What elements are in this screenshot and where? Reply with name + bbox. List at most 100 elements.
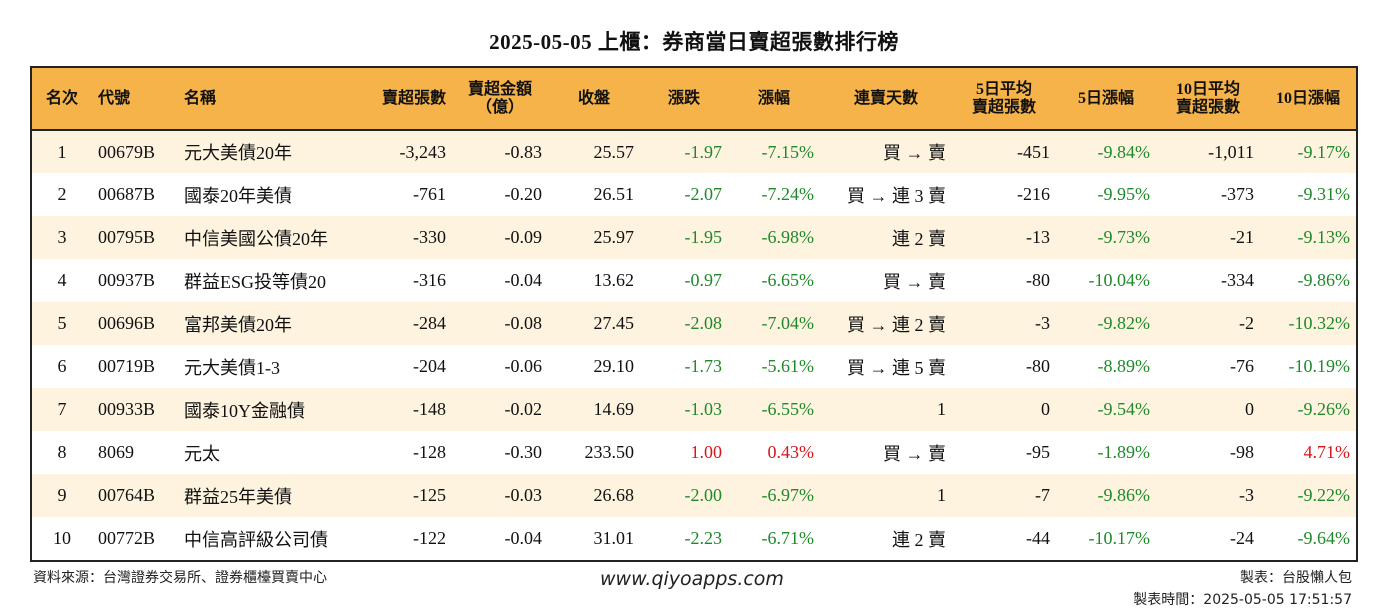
cell-code: 8069	[98, 442, 134, 462]
cell-chg10: -10.19%	[1288, 356, 1351, 376]
cell-change: -2.08	[684, 313, 723, 333]
cell-streak: 買 → 賣	[883, 143, 946, 163]
cell-change: -1.97	[684, 141, 723, 162]
cell-code: 00687B	[98, 184, 156, 204]
cell-avg10-sell: 0	[1245, 399, 1254, 419]
ranking-table-container: 名次 代號 名稱 賣超張數 賣超金額 （億） 收盤 漲跌 漲幅 連賣天數 5日平…	[30, 66, 1358, 562]
cell-avg10-sell: -3	[1239, 485, 1254, 505]
cell-avg5-sell: 0	[1041, 399, 1050, 419]
table-row: 10 00772B 中信高評級公司債 -122 -0.04 31.01 -2.23 -6.71…	[32, 517, 1356, 560]
cell-avg10-sell: -2	[1239, 313, 1254, 333]
cell-streak: 連 2 賣	[892, 228, 946, 249]
cell-code: 00679B	[98, 141, 156, 162]
cell-chg10: -9.13%	[1297, 227, 1351, 247]
cell-change-pct: 0.43%	[767, 442, 815, 462]
cell-rank: 9	[57, 485, 67, 505]
cell-sell-amount: -0.04	[504, 528, 543, 548]
cell-streak: 1	[937, 485, 946, 505]
cell-chg5: -9.54%	[1097, 399, 1151, 419]
cell-rank: 4	[57, 270, 67, 290]
cell-rank: 8	[57, 442, 67, 462]
header-streak: 連賣天數	[820, 68, 952, 131]
author-credit: 製表：台股懶人包	[1240, 570, 1352, 586]
cell-sell-lots: -148	[413, 399, 446, 419]
cell-name: 中信高評級公司債	[184, 529, 328, 550]
cell-chg10: -9.86%	[1297, 270, 1351, 290]
cell-chg10: 4.71%	[1303, 442, 1351, 462]
cell-change-pct: -7.24%	[761, 184, 815, 204]
cell-code: 00764B	[98, 485, 156, 505]
cell-close: 31.01	[593, 528, 635, 548]
table-row: 7 00933B 國泰10Y金融債 -148 -0.02 14.69 -1.03 -6.55%…	[32, 388, 1356, 431]
cell-sell-amount: -0.09	[504, 227, 543, 247]
cell-code: 00937B	[98, 270, 156, 290]
cell-close: 233.50	[584, 442, 635, 462]
cell-streak: 連 2 賣	[892, 529, 946, 550]
cell-chg5: -8.89%	[1097, 356, 1151, 376]
cell-rank: 2	[57, 184, 67, 204]
cell-sell-amount: -0.83	[504, 141, 543, 162]
table-body: 1 00679B 元大美債20年 -3,243 -0.83 25.57 -1.97 -7.15…	[32, 130, 1356, 560]
header-chg10: 10日漲幅	[1260, 68, 1356, 131]
header-rank: 名次	[32, 68, 92, 131]
header-change: 漲跌	[640, 68, 728, 131]
cell-chg10: -9.17%	[1297, 141, 1351, 162]
cell-streak: 1	[937, 399, 946, 419]
header-code: 代號	[92, 68, 178, 131]
cell-sell-lots: -122	[413, 528, 446, 548]
cell-sell-amount: -0.06	[504, 356, 543, 376]
cell-chg5: -9.73%	[1097, 227, 1151, 247]
cell-close: 26.68	[593, 485, 635, 505]
table-row: 2 00687B 國泰20年美債 -761 -0.20 26.51 -2.07 -7.24% 買…	[32, 173, 1356, 216]
table-row: 8 8069 元太 -128 -0.30 233.50 1.00 0.43% 買 → 賣 -95 -…	[32, 431, 1356, 474]
cell-avg10-sell: -334	[1221, 270, 1254, 290]
header-change-pct: 漲幅	[728, 68, 820, 131]
cell-avg5-sell: -80	[1026, 356, 1050, 376]
header-name: 名稱	[178, 68, 358, 131]
cell-chg5: -10.17%	[1088, 528, 1151, 548]
cell-name: 國泰10Y金融債	[184, 400, 305, 421]
cell-close: 29.10	[593, 356, 635, 376]
cell-change: -1.95	[684, 227, 723, 247]
cell-code: 00696B	[98, 313, 156, 333]
website-link[interactable]: www.qiyoapps.com	[600, 568, 784, 590]
cell-change: -2.23	[684, 528, 723, 548]
cell-change-pct: -6.97%	[761, 485, 815, 505]
cell-name: 富邦美債20年	[184, 314, 292, 335]
cell-avg5-sell: -216	[1017, 184, 1050, 204]
header-close: 收盤	[548, 68, 640, 131]
header-sell-lots: 賣超張數	[358, 68, 452, 131]
cell-sell-lots: -125	[413, 485, 446, 505]
cell-close: 14.69	[593, 399, 635, 419]
table-row: 3 00795B 中信美國公債20年 -330 -0.09 25.97 -1.95 -6.98…	[32, 216, 1356, 259]
header-avg5-sell: 5日平均 賣超張數	[952, 68, 1056, 131]
cell-name: 元大美債1-3	[184, 357, 280, 378]
cell-name: 元大美債20年	[184, 143, 292, 163]
page-title: 2025-05-05 上櫃：券商當日賣超張數排行榜	[489, 30, 899, 54]
cell-avg5-sell: -3	[1035, 313, 1050, 333]
cell-sell-amount: -0.03	[504, 485, 543, 505]
cell-avg10-sell: -24	[1230, 528, 1254, 548]
table-row: 4 00937B 群益ESG投等債20 -316 -0.04 13.62 -0.97 -6.6…	[32, 259, 1356, 302]
cell-sell-amount: -0.04	[504, 270, 543, 290]
cell-rank: 10	[53, 528, 71, 548]
cell-change-pct: -6.65%	[761, 270, 815, 290]
cell-sell-lots: -330	[413, 227, 446, 247]
cell-close: 27.45	[593, 313, 635, 333]
cell-change: -1.73	[684, 356, 723, 376]
cell-avg5-sell: -44	[1026, 528, 1050, 548]
cell-change-pct: -6.55%	[761, 399, 815, 419]
table-row: 5 00696B 富邦美債20年 -284 -0.08 27.45 -2.08 -7.04% 買…	[32, 302, 1356, 345]
cell-sell-amount: -0.30	[504, 442, 543, 462]
header-chg5: 5日漲幅	[1056, 68, 1156, 131]
cell-sell-lots: -761	[413, 184, 446, 204]
cell-change-pct: -7.04%	[761, 313, 815, 333]
cell-code: 00719B	[98, 356, 156, 376]
cell-close: 13.62	[593, 270, 635, 290]
cell-chg5: -10.04%	[1088, 270, 1151, 290]
cell-avg5-sell: -95	[1026, 442, 1050, 462]
cell-chg5: -9.84%	[1097, 141, 1151, 162]
cell-sell-amount: -0.02	[504, 399, 543, 419]
cell-avg10-sell: -76	[1230, 356, 1254, 376]
cell-rank: 7	[57, 399, 67, 419]
